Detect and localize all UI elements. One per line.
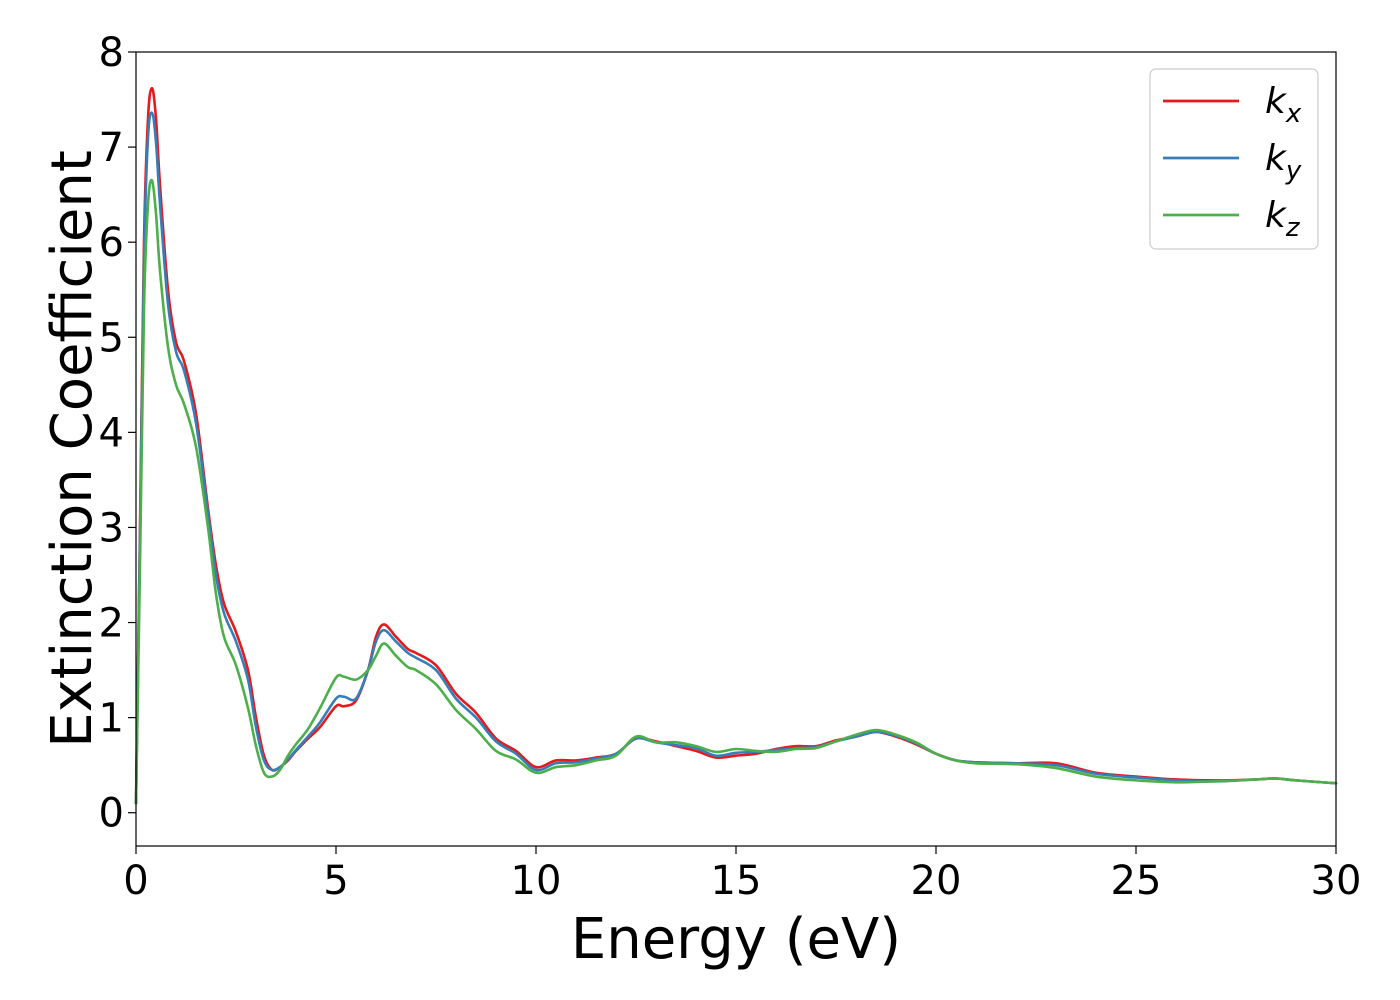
legend-label-name: k <box>1265 195 1288 236</box>
y-tick-label: 8 <box>99 30 124 76</box>
y-tick-label: 1 <box>99 696 124 742</box>
x-tick-label: 15 <box>711 858 762 904</box>
series-line-kz <box>134 178 1338 805</box>
x-tick-label: 0 <box>123 858 148 904</box>
y-tick-label: 2 <box>99 601 124 647</box>
legend-label-ky: ky <box>1265 138 1302 186</box>
legend-label-kz: kz <box>1265 195 1301 243</box>
y-tick-label: 0 <box>99 791 124 837</box>
x-tick-label: 30 <box>1311 858 1362 904</box>
x-axis-title: Energy (eV) <box>571 907 901 972</box>
legend-label-kx: kx <box>1265 81 1302 129</box>
y-axis: 0 1 2 3 4 5 6 7 8 <box>99 30 136 837</box>
legend-label-subscript: y <box>1285 156 1302 186</box>
x-tick-label: 10 <box>511 858 562 904</box>
legend-label-subscript: z <box>1285 213 1301 243</box>
y-tick-label: 7 <box>99 125 124 171</box>
y-axis-title: Extinction Coefficient <box>40 150 105 748</box>
series-layer <box>134 86 1338 805</box>
y-tick-label: 4 <box>99 410 124 456</box>
legend-label-subscript: x <box>1285 99 1302 129</box>
legend-label-name: k <box>1265 81 1288 122</box>
y-tick-label: 3 <box>99 505 124 551</box>
legend-label-name: k <box>1265 138 1288 179</box>
x-tick-label: 5 <box>323 858 348 904</box>
x-tick-label: 20 <box>911 858 962 904</box>
x-tick-label: 25 <box>1111 858 1162 904</box>
y-tick-label: 5 <box>99 315 124 361</box>
y-tick-label: 6 <box>99 220 124 266</box>
x-axis: 0 5 10 15 20 25 30 <box>123 846 1361 904</box>
